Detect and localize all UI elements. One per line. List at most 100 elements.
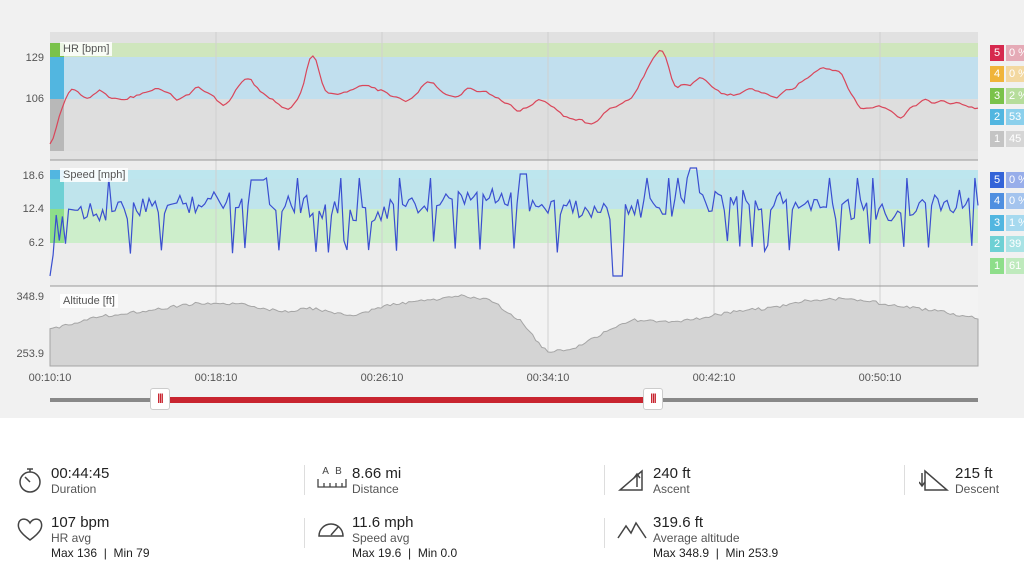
stopwatch-icon (19, 468, 41, 493)
range-start-handle[interactable]: ||| (150, 388, 170, 410)
speed-plot-title: Speed [mph] (60, 168, 129, 182)
hr-zone-1-percent: 45 % (1006, 131, 1024, 147)
speed-avg-value: 11.6 mph (352, 514, 414, 531)
altitude-range: Max 348.9 | Min 253.9 (653, 546, 778, 560)
time-tick-label: 00:10:10 (28, 372, 72, 384)
descent-value: 215 ft (955, 465, 993, 482)
descent-icon (919, 469, 949, 491)
speed-zone2-band (50, 179, 978, 209)
stat-divider (604, 518, 605, 548)
altitude-min: Min 253.9 (725, 546, 779, 560)
ascent-icon (617, 469, 643, 491)
stat-speed-avg: 11.6 mph Speed avg Max 19.6 | Min 0.0 (318, 514, 457, 560)
speed-zone-3-percent: 1 % (1006, 215, 1024, 231)
stat-ascent: 240 ft Ascent (617, 465, 691, 496)
distance-label: Distance (352, 482, 399, 496)
distance-ruler-icon: A B (316, 466, 350, 496)
hr-avg-label: HR avg (51, 531, 92, 545)
hr-zone2-band (50, 57, 978, 99)
stat-divider (904, 465, 905, 495)
time-tick-label: 00:42:10 (692, 372, 736, 384)
range-slider-selection (160, 397, 653, 403)
stat-divider (604, 465, 605, 495)
hr-zone-2-badge: 2 (990, 109, 1004, 125)
speed-avg-range: Max 19.6 | Min 0.0 (352, 546, 457, 560)
speed-zone-2-badge: 2 (990, 236, 1004, 252)
distance-value: 8.66 mi (352, 465, 402, 482)
speed-zone-2-percent: 39 % (1006, 236, 1024, 252)
altitude-tick-label: 348.9 (16, 291, 44, 303)
altitude-avg-label: Average altitude (653, 531, 740, 545)
range-separator: | (408, 546, 412, 560)
distance-ab-text: A B (322, 466, 344, 477)
hr-zone-1-badge: 1 (990, 131, 1004, 147)
time-tick-label: 00:34:10 (526, 372, 570, 384)
speed-min: Min 0.0 (417, 546, 458, 560)
hr-zone1-band (50, 99, 978, 151)
speed-zone3-band (50, 170, 978, 179)
ascent-value: 240 ft (653, 465, 691, 482)
ascent-label: Ascent (653, 482, 690, 496)
stat-divider (304, 518, 305, 548)
hr-max: Max 136 (51, 546, 98, 560)
hr-avg-range: Max 136 | Min 79 (51, 546, 150, 560)
speed-zone3-marker (50, 170, 64, 179)
charts-panel: HR [bpm] Speed [mph] Altitude [ft] 129 1… (0, 0, 1024, 418)
range-separator: | (715, 546, 719, 560)
stat-descent: 215 ft Descent (919, 465, 1000, 496)
stat-divider (304, 465, 305, 495)
speed-zone-5-badge: 5 (990, 172, 1004, 188)
speed-zone-1-badge: 1 (990, 258, 1004, 274)
speed-tick-label: 6.2 (28, 237, 44, 249)
hr-zone-5-badge: 5 (990, 45, 1004, 61)
range-separator: | (103, 546, 107, 560)
speed-zone2-marker (50, 179, 64, 209)
hr-plot-title: HR [bpm] (60, 42, 113, 56)
hr-zone-2-percent: 53 % (1006, 109, 1024, 125)
stat-altitude-avg: 319.6 ft Average altitude Max 348.9 | Mi… (617, 514, 778, 560)
stat-distance: A B 8.66 mi Distance (317, 465, 402, 496)
charts-svg (49, 32, 979, 367)
speed-zone-4-percent: 0 % (1006, 193, 1024, 209)
speed-zone-1-percent: 61 % (1006, 258, 1024, 274)
hr-zone3-band (50, 43, 978, 57)
time-tick-label: 00:26:10 (360, 372, 404, 384)
hr-tick-label: 106 (25, 93, 44, 105)
speed-max: Max 19.6 (352, 546, 402, 560)
hr-min: Min 79 (113, 546, 150, 560)
hr-zone-5-percent: 0 % (1006, 45, 1024, 61)
hr-avg-value: 107 bpm (51, 514, 110, 531)
altitude-avg-value: 319.6 ft (653, 514, 704, 531)
hr-line (49, 49, 979, 145)
stat-duration: 00:44:45 Duration (19, 465, 110, 496)
duration-label: Duration (51, 482, 97, 496)
heart-icon (17, 518, 43, 541)
time-tick-label: 00:18:10 (194, 372, 238, 384)
speed-zone1-band (50, 209, 978, 243)
speed-tick-label: 12.4 (22, 203, 44, 215)
hr-zone-3-badge: 3 (990, 88, 1004, 104)
stat-hr-avg: 107 bpm HR avg Max 136 | Min 79 (17, 514, 150, 560)
speed-tick-label: 18.6 (22, 170, 44, 182)
duration-value: 00:44:45 (51, 465, 110, 482)
speed-zone-3-badge: 3 (990, 215, 1004, 231)
hr-zone-4-percent: 0 % (1006, 66, 1024, 82)
altitude-max: Max 348.9 (653, 546, 710, 560)
altitude-plot-title: Altitude [ft] (60, 294, 118, 308)
hr-zone-3-percent: 2 % (1006, 88, 1024, 104)
speedometer-icon (318, 523, 344, 537)
altitude-area (49, 294, 979, 367)
hr-zone-4-badge: 4 (990, 66, 1004, 82)
speed-zone-5-percent: 0 % (1006, 172, 1024, 188)
speed-zone-4-badge: 4 (990, 193, 1004, 209)
mountains-icon (617, 521, 647, 539)
speed-avg-label: Speed avg (352, 531, 410, 545)
hr-tick-label: 129 (25, 52, 44, 64)
altitude-tick-label: 253.9 (16, 348, 44, 360)
hr-zone2-marker (50, 57, 64, 99)
speed-line (49, 167, 979, 277)
range-end-handle[interactable]: ||| (643, 388, 663, 410)
descent-label: Descent (955, 482, 1000, 496)
time-tick-label: 00:50:10 (858, 372, 902, 384)
ruler-shape (317, 479, 347, 488)
